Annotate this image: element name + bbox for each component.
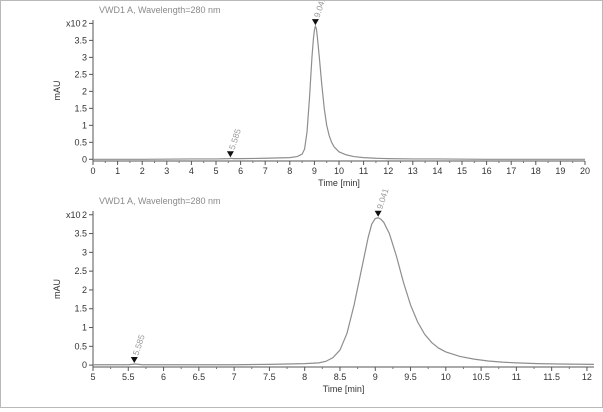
x-tick-label: 10 [334,166,344,176]
x-tick-label: 20 [580,166,590,176]
y-tick-label: 2.5 [74,266,87,276]
x-tick-label: 16 [482,166,492,176]
x-tick-label: 5 [90,372,95,382]
y-top-tick-label: 2 [82,18,87,28]
y-tick-label: 1 [82,120,87,130]
x-tick-label: 7.5 [263,372,276,382]
x-tick-label: 9.5 [404,372,417,382]
y-tick-label: 3.5 [74,35,87,45]
peak-marker [130,356,138,363]
y-tick-label: 1.5 [74,103,87,113]
x-tick-label: 0 [90,166,95,176]
x-tick-label: 1 [115,166,120,176]
x-tick-label: 9 [373,372,378,382]
y-top-tick-label: 2 [82,210,87,220]
chart-title: VWD1 A, Wavelength=280 nm [99,5,220,15]
y-tick-label: 0 [82,154,87,164]
x-tick-label: 15 [457,166,467,176]
x-tick-label: 8.5 [334,372,347,382]
peak-marker [226,151,234,158]
y-axis-label: mAU [52,81,62,101]
x-tick-label: 8 [302,372,307,382]
x-tick-label: 10.5 [472,372,490,382]
x-tick-label: 12 [582,372,592,382]
x-tick-label: 14 [432,166,442,176]
x-tick-label: 3 [164,166,169,176]
x-tick-label: 5 [213,166,218,176]
x-tick-label: 10 [441,372,451,382]
x-tick-label: 11 [359,166,368,176]
peak-marker [374,210,382,217]
x-tick-label: 18 [531,166,541,176]
y-tick-label: 2.5 [74,69,87,79]
y-tick-label: 2 [82,285,87,295]
x-axis-label: Time [min] [323,384,365,394]
y-tick-label: 3 [82,247,87,257]
x-tick-label: 13 [408,166,418,176]
y-tick-label: 0 [82,360,87,370]
x-tick-label: 2 [140,166,145,176]
x-tick-label: 8 [287,166,292,176]
x-tick-label: 19 [555,166,565,176]
chromatogram-trace [93,24,585,160]
y-tick-label: 0.5 [74,137,87,147]
peak-label: 9.041 [312,1,328,19]
x-tick-label: 12 [383,166,393,176]
x-tick-label: 9 [312,166,317,176]
peak-label: 5.585 [131,333,147,357]
y-axis-label: mAU [52,279,62,299]
x-tick-label: 7 [232,372,237,382]
x-tick-label: 5.5 [122,372,135,382]
y-tick-label: 2 [82,86,87,96]
peak-marker [311,19,319,26]
x-tick-label: 11 [512,372,521,382]
x-tick-label: 17 [506,166,516,176]
y-tick-label: 0.5 [74,341,87,351]
y-tick-label: 3.5 [74,229,87,239]
y-tick-label: 1.5 [74,304,87,314]
x-tick-label: 4 [189,166,194,176]
chart-title: VWD1 A, Wavelength=280 nm [99,196,220,206]
peak-label: 5.585 [227,127,243,151]
x-tick-label: 6.5 [193,372,206,382]
y-tick-label: 3 [82,52,87,62]
x-tick-label: 11.5 [543,372,560,382]
x-tick-label: 6 [161,372,166,382]
y-multiplier-label: x10 [66,18,81,28]
x-tick-label: 7 [263,166,268,176]
peak-label: 9.041 [375,187,391,211]
x-axis-label: Time [min] [318,178,360,188]
x-tick-label: 6 [238,166,243,176]
chromatogram-trace [93,217,595,366]
y-multiplier-label: x10 [66,210,81,220]
y-tick-label: 1 [82,323,87,333]
